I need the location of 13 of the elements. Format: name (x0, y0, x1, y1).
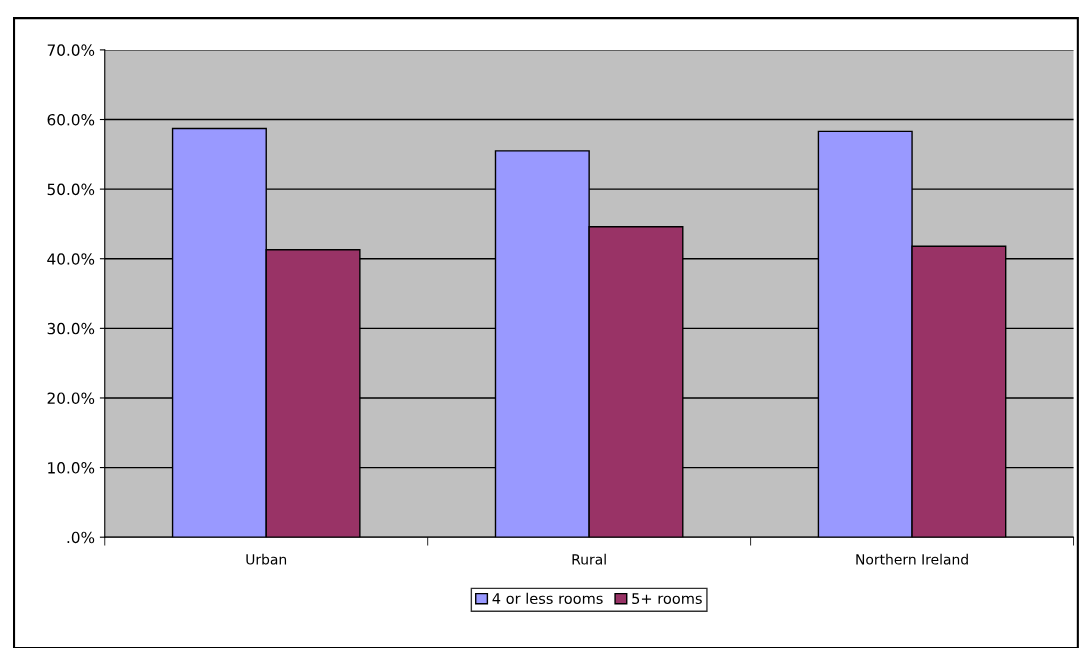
x-tick-label: Rural (572, 553, 606, 565)
y-tick-label: .0% (67, 531, 95, 544)
legend-label: 4 or less rooms (492, 592, 603, 604)
x-tick-label: Urban (246, 553, 287, 565)
y-tick-label: 40.0% (47, 253, 95, 265)
y-tick-label: 10.0% (48, 462, 95, 474)
y-tick-label: 60.0% (47, 113, 95, 126)
y-tick-label: 30.0% (47, 322, 95, 335)
y-tick-label: 50.0% (47, 183, 95, 196)
y-tick-label: 20.0% (47, 392, 95, 404)
x-tick-label: Northern Ireland (856, 553, 968, 565)
y-tick-label: 70.0% (47, 44, 95, 56)
legend-label: 5+ rooms (632, 593, 702, 604)
